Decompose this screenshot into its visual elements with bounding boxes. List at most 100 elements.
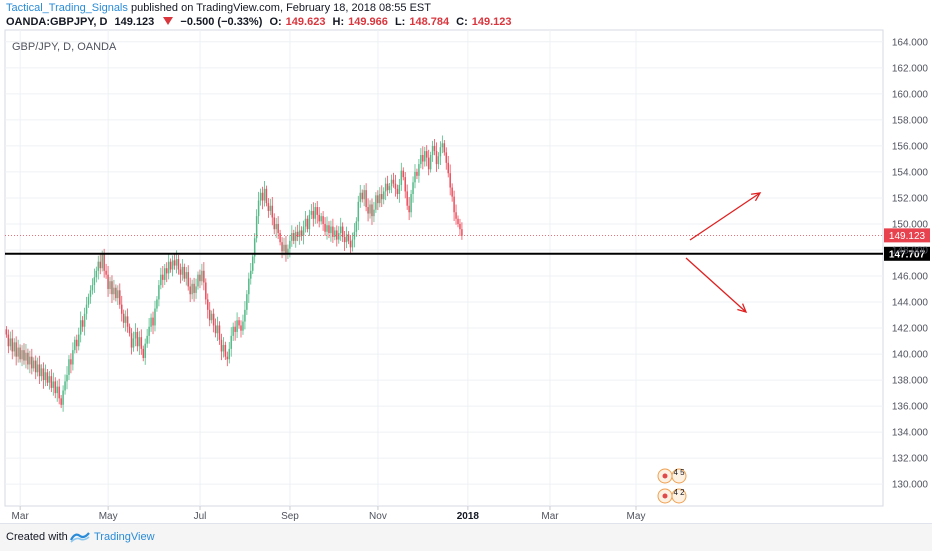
candle-body	[162, 274, 164, 280]
candle-body	[50, 376, 53, 388]
candle-body	[54, 381, 57, 394]
candle-body	[310, 210, 313, 215]
candle-body	[212, 313, 215, 326]
candle-body	[339, 226, 342, 234]
candle-body	[195, 286, 197, 293]
candle-body	[234, 326, 236, 332]
candle-body	[267, 203, 270, 211]
economic-event-marker-1-circle-2	[671, 468, 687, 484]
candle-body	[394, 183, 397, 189]
price-tick-label: 134.000	[892, 428, 929, 439]
candle-body	[60, 398, 62, 405]
candle-body	[357, 201, 360, 222]
candle-body	[257, 200, 260, 217]
candle-body	[433, 145, 436, 152]
candle-body	[181, 266, 184, 275]
price-tick-label: 140.000	[892, 350, 929, 361]
candle-body	[248, 278, 250, 295]
candle-body	[429, 155, 432, 170]
drawings: 4 5 4 2	[657, 192, 762, 504]
candle-body	[40, 368, 43, 377]
candle-body	[205, 282, 207, 300]
candle-body	[216, 325, 219, 334]
price-tick-label: 164.000	[892, 37, 929, 48]
candle-body	[273, 217, 275, 230]
chart-header: Tactical_Trading_Signals published on Tr…	[0, 0, 932, 30]
candle-body	[144, 343, 146, 358]
candle-body	[105, 270, 107, 275]
candle-body	[388, 186, 391, 191]
candle-body	[281, 242, 283, 252]
candle-body	[230, 335, 232, 349]
last-price: 149.123	[114, 16, 155, 28]
candle-body	[294, 231, 297, 241]
candle-body	[236, 320, 238, 332]
candle-body	[308, 214, 311, 230]
price-tick-label: 146.000	[892, 272, 929, 283]
candle-body	[66, 374, 68, 382]
price-tick-label: 142.000	[892, 324, 929, 335]
candle-body	[226, 356, 229, 360]
candle-body	[117, 290, 119, 299]
price-chart[interactable]: 149.123 147.707 164.000 162.000 160.000 158.…	[0, 0, 932, 523]
candle-body	[332, 226, 334, 237]
candle-body	[402, 170, 405, 178]
price-tick-label: 130.000	[892, 480, 929, 491]
created-with-text: Created with	[6, 531, 68, 543]
candle-body	[369, 204, 371, 214]
candle-body	[187, 272, 189, 287]
candle-body	[93, 277, 96, 286]
time-tick-label: Jul	[194, 511, 207, 522]
price-tick-label: 156.000	[892, 141, 929, 152]
candle-body	[347, 234, 350, 241]
candle-body	[373, 209, 375, 217]
price-tick-label: 160.000	[892, 89, 929, 100]
candle-body	[83, 313, 86, 327]
candle-body	[414, 171, 416, 183]
close-label: C:	[456, 16, 468, 28]
candle-body	[386, 183, 389, 191]
candle-body	[404, 177, 406, 192]
candle-body	[62, 390, 64, 405]
candle-body	[451, 187, 453, 197]
candle-body	[77, 334, 80, 347]
candle-body	[392, 179, 395, 184]
tradingview-brand[interactable]: TradingView	[94, 531, 155, 543]
candle-body	[289, 240, 291, 249]
candle-body	[48, 376, 51, 383]
candle-body	[304, 218, 307, 227]
author-link[interactable]: Tactical_Trading_Signals	[6, 2, 128, 14]
candle-body	[154, 308, 156, 326]
candle-body	[128, 326, 131, 334]
candle-body	[19, 347, 21, 360]
candle-body	[279, 233, 281, 243]
last-price-tag-text: 149.123	[889, 231, 926, 242]
candle-body	[42, 368, 45, 381]
candle-body	[457, 218, 459, 224]
candle-body	[422, 155, 424, 162]
candle-body	[314, 207, 317, 219]
candle-body	[269, 205, 272, 211]
candle-body	[447, 162, 449, 174]
candle-body	[52, 381, 55, 388]
candle-body	[85, 304, 88, 314]
candle-body	[44, 372, 47, 381]
candle-body	[160, 274, 162, 286]
time-tick-label: Nov	[369, 511, 387, 522]
price-tick-label: 152.000	[892, 193, 929, 204]
candle-body	[107, 274, 109, 290]
economic-event-marker-2-circle-2	[671, 488, 687, 504]
candle-body	[261, 192, 264, 201]
economic-event-marker-1-text: 4 5	[673, 468, 685, 477]
economic-event-marker-1-dot	[662, 473, 668, 479]
candle-body	[418, 164, 420, 176]
candle-body	[183, 266, 186, 279]
candle-body	[265, 188, 268, 204]
candle-body	[263, 188, 266, 201]
candle-body	[27, 352, 29, 365]
candle-body	[285, 244, 287, 254]
candle-body	[455, 212, 457, 219]
candle-body	[136, 331, 139, 347]
low-value: 148.784	[409, 16, 450, 28]
price-tick-label: 148.000	[892, 245, 929, 256]
